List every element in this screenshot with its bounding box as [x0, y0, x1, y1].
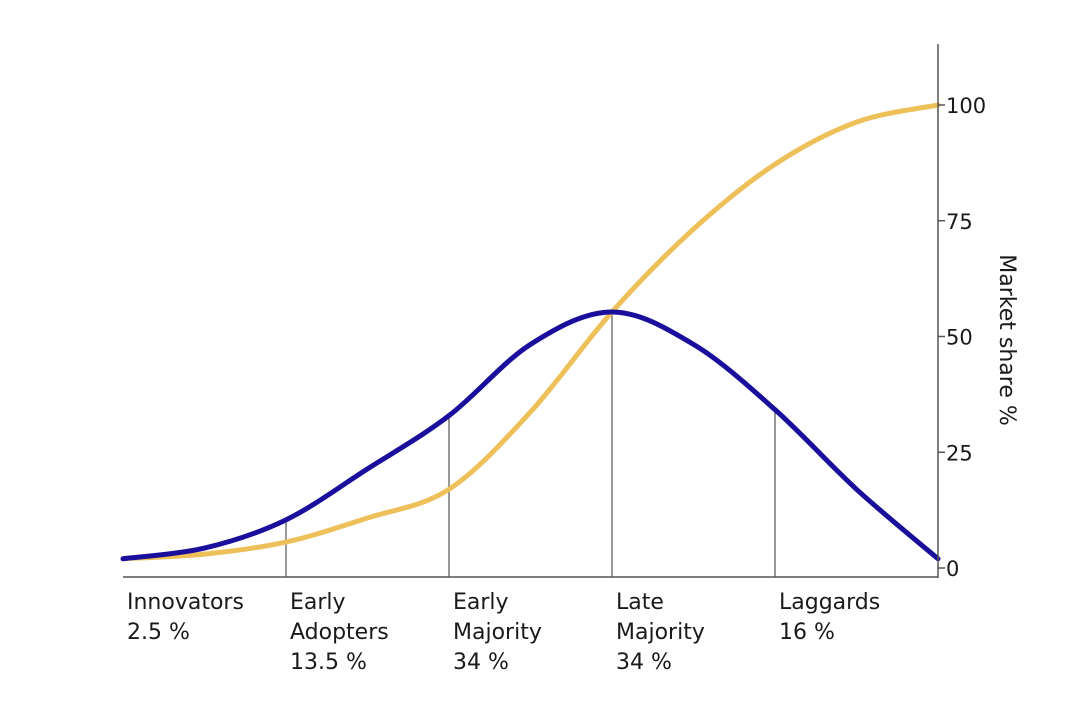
y-tick-label: 100: [946, 94, 986, 118]
y-tick-label: 50: [946, 326, 973, 350]
y-axis-title: Market share %: [994, 254, 1019, 426]
y-tick-label: 75: [946, 210, 973, 234]
y-tick-label: 0: [946, 557, 959, 581]
category-label: Early Majority 34 %: [453, 590, 542, 675]
s-curve-series: [120, 102, 941, 562]
category-label: Laggards 16 %: [779, 590, 880, 645]
category-label: Early Adopters 13.5 %: [290, 590, 389, 675]
y-tick-label: 25: [946, 441, 973, 465]
category-label: Innovators 2.5 %: [127, 590, 244, 645]
category-labels: Innovators 2.5 % Early Adopters 13.5 % Early M…: [127, 590, 880, 675]
category-label: Late Majority 34 %: [616, 590, 705, 675]
bell-curve-series: [120, 309, 941, 562]
y-ticks: 0 25 50 75 100: [938, 94, 986, 581]
segment-dividers: [285, 311, 776, 577]
curves: [120, 102, 941, 562]
